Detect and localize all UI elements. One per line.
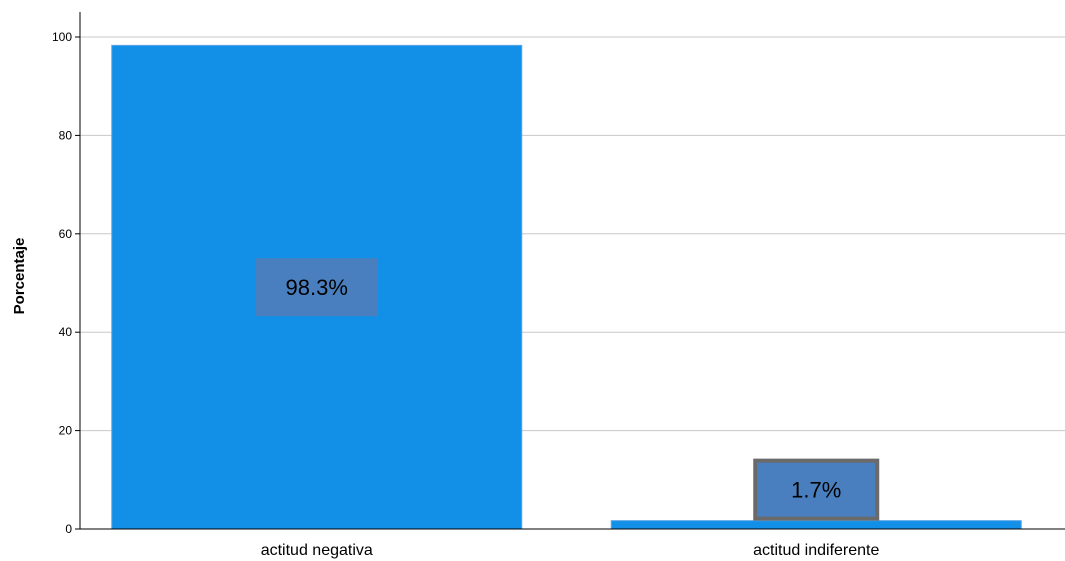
y-tick-label: 0 xyxy=(65,522,72,536)
data-label-box xyxy=(255,258,378,317)
y-tick-label: 40 xyxy=(59,325,73,339)
y-axis-label: Porcentaje xyxy=(11,238,28,315)
x-category-labels: actitud negativa actitud indiferente xyxy=(261,542,880,559)
y-tick-labels: 0 20 40 60 80 100 xyxy=(52,30,80,536)
axes xyxy=(79,12,1065,530)
bars xyxy=(111,44,1022,530)
x-category-label: actitud indiferente xyxy=(753,542,879,559)
y-tick-label: 80 xyxy=(59,128,73,142)
y-tick-label: 20 xyxy=(59,424,73,438)
data-labels: 98.3% 1.7% xyxy=(255,258,880,521)
data-label: 98.3% xyxy=(286,275,348,300)
data-label: 1.7% xyxy=(791,478,841,503)
data-label-box xyxy=(753,458,880,521)
bar xyxy=(610,520,1022,530)
x-category-label: actitud negativa xyxy=(261,542,373,559)
y-tick-label: 60 xyxy=(59,227,73,241)
y-tick-label: 100 xyxy=(52,30,72,44)
